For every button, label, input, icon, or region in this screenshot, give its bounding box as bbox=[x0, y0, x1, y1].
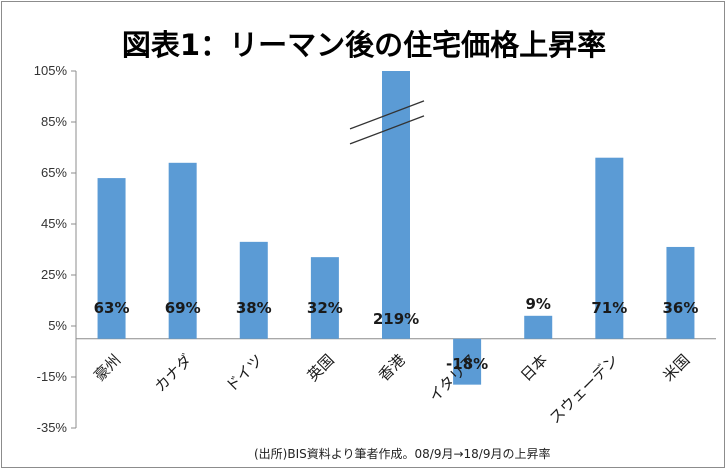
data-label: 219% bbox=[373, 310, 419, 328]
category-label: ドイツ bbox=[222, 351, 267, 396]
bar bbox=[310, 257, 339, 339]
y-tick-label: 65% bbox=[41, 165, 67, 180]
source-note: (出所)BIS資料より筆者作成。08/9月→18/9月の上昇率 bbox=[254, 446, 550, 461]
data-label: 69% bbox=[165, 299, 201, 317]
chart-title: 図表1：リーマン後の住宅価格上昇率 bbox=[122, 28, 606, 62]
axis-break-mark bbox=[349, 100, 425, 145]
bar bbox=[97, 178, 126, 339]
y-tick-label: 25% bbox=[41, 267, 67, 282]
bar bbox=[666, 246, 695, 339]
bar bbox=[595, 157, 624, 339]
bar bbox=[239, 241, 268, 339]
data-labels: 63% 69% 38% 32% 219% -18% 9% 71% 36% bbox=[94, 295, 699, 373]
category-label: カナダ bbox=[151, 351, 196, 396]
data-label: -18% bbox=[446, 355, 488, 373]
y-tick-label: 5% bbox=[48, 318, 67, 333]
break-slash bbox=[349, 100, 425, 130]
bar bbox=[168, 162, 197, 339]
data-label: 9% bbox=[525, 295, 550, 313]
category-label: 豪州 bbox=[90, 351, 124, 385]
break-slash bbox=[349, 115, 425, 145]
y-tick-label: -15% bbox=[37, 369, 68, 384]
bar bbox=[453, 338, 482, 385]
y-tick-label: 105% bbox=[34, 63, 68, 78]
data-label: 36% bbox=[662, 299, 698, 317]
data-label: 71% bbox=[591, 299, 627, 317]
y-tick-label: 45% bbox=[41, 216, 67, 231]
data-label: 63% bbox=[94, 299, 130, 317]
category-label: スウェーデン bbox=[546, 351, 622, 427]
bar-series bbox=[97, 71, 695, 385]
category-label: 米国 bbox=[659, 351, 693, 385]
category-label: 英国 bbox=[304, 351, 338, 385]
category-label: 香港 bbox=[375, 351, 409, 385]
bar bbox=[524, 315, 553, 339]
y-tick-label: -35% bbox=[37, 420, 68, 435]
y-tick-label: 85% bbox=[41, 114, 67, 129]
data-label: 38% bbox=[236, 299, 272, 317]
data-label: 32% bbox=[307, 299, 343, 317]
category-label: 日本 bbox=[517, 351, 551, 385]
